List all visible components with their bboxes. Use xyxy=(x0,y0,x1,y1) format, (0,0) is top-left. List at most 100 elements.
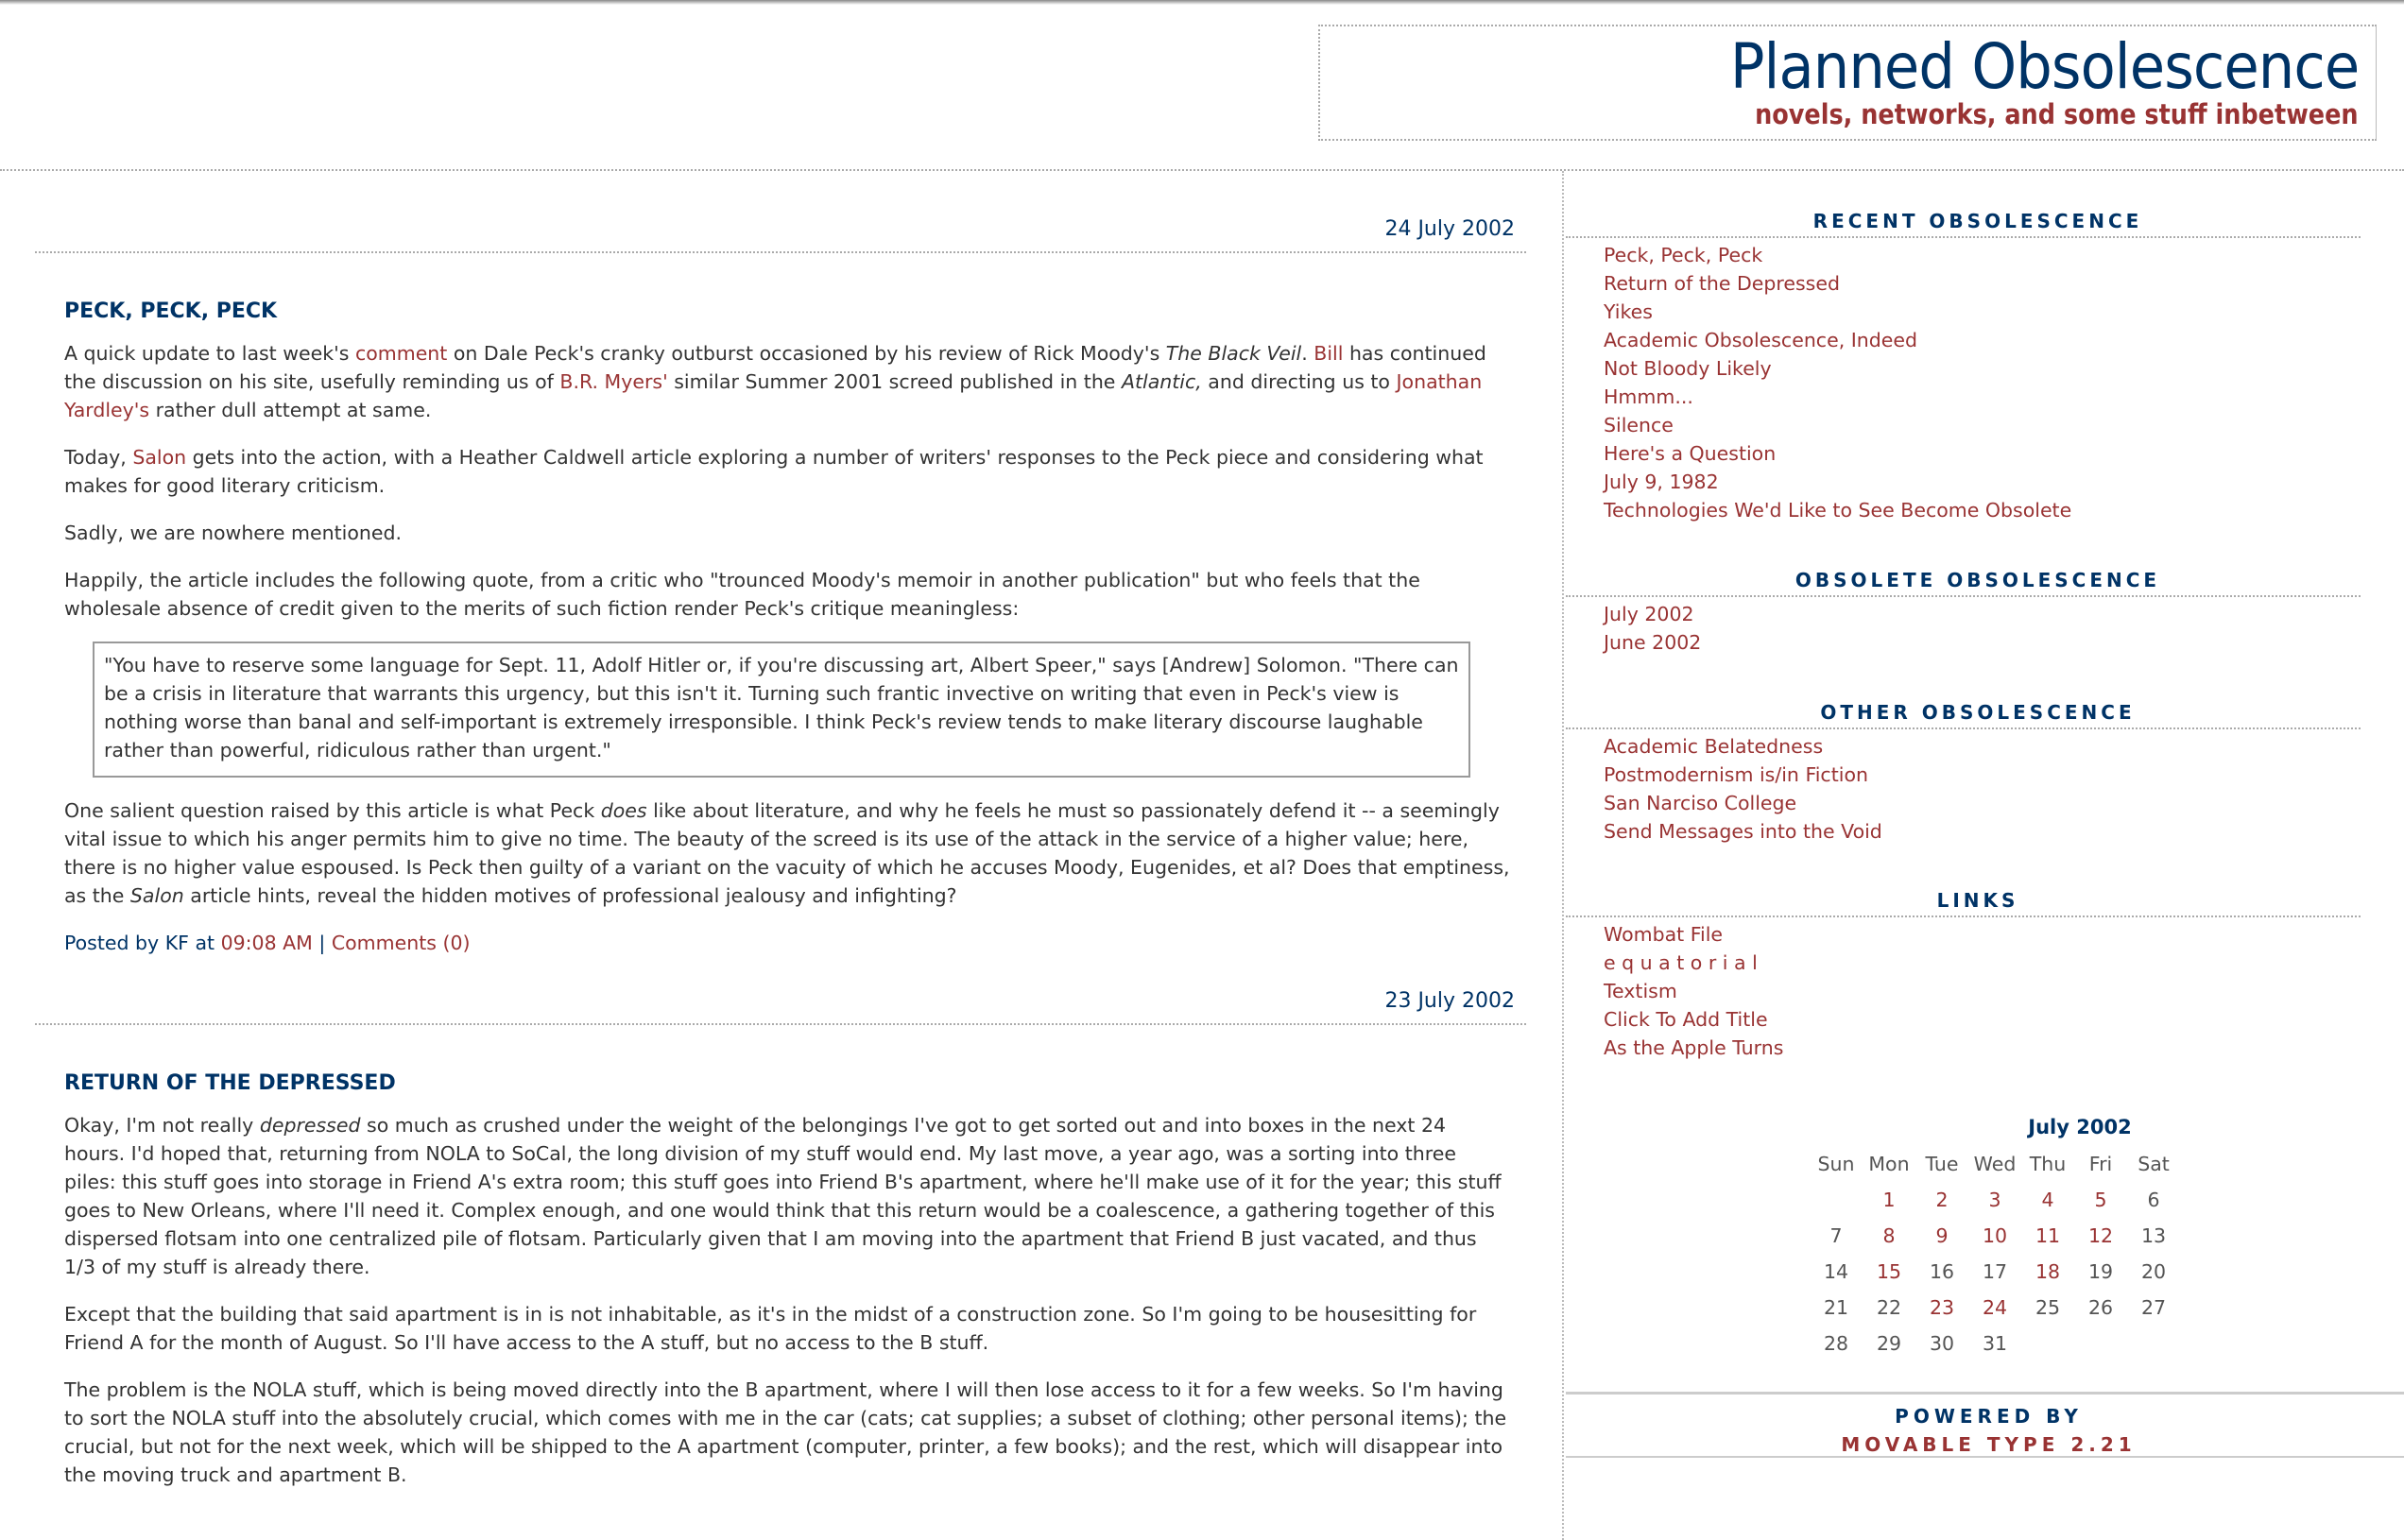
sidebar-links: Wombat File e q u a t o r i a l Textism Cli… xyxy=(1566,917,2390,1062)
sidebar-link[interactable]: Click To Add Title xyxy=(1604,1008,1768,1031)
inline-link[interactable]: Jonathan Yardley's xyxy=(64,370,1483,421)
sidebar-link[interactable]: Send Messages into the Void xyxy=(1604,820,1882,843)
calendar-day-link[interactable]: 23 xyxy=(1929,1296,1955,1319)
sidebar-link[interactable]: Silence xyxy=(1604,414,1674,436)
sidebar-link[interactable]: Academic Obsolescence, Indeed xyxy=(1604,329,1918,351)
sidebar-link[interactable]: Postmodernism is/in Fiction xyxy=(1604,763,1868,786)
main-column: 24 July 2002 PECK, PECK, PECK A quick upda… xyxy=(0,171,1564,1540)
calendar-week: 1 2 3 4 5 6 xyxy=(1810,1182,2180,1218)
inline-link[interactable]: Bill xyxy=(1314,342,1344,365)
paragraph-text: . xyxy=(1301,342,1314,365)
site-title[interactable]: Planned Obsolescence xyxy=(1729,30,2360,103)
sidebar-divider xyxy=(1566,236,2361,238)
calendar-day-link[interactable]: 18 xyxy=(2035,1260,2061,1283)
post-byline: Posted by KF at 09:08 AM | Comments (0) xyxy=(64,929,1524,957)
calendar-day-name: Tue xyxy=(1925,1153,1959,1175)
sidebar-divider xyxy=(1566,915,2361,917)
sidebar-link[interactable]: June 2002 xyxy=(1604,631,1702,654)
calendar-day-name: Wed xyxy=(1973,1153,2017,1175)
site-header: Planned Obsolescence novels, networks, a… xyxy=(1318,25,2377,141)
calendar-grid: Sun Mon Tue Wed Thu Fri Sat 1 2 3 4 5 6 7 8 9 10 11 12 13 14… xyxy=(1810,1146,2180,1361)
paragraph-text: rather dull attempt at same. xyxy=(149,399,432,421)
paragraph-text: so much as crushed under the weight of t… xyxy=(64,1114,1502,1278)
calendar-day-link[interactable]: 10 xyxy=(1982,1224,2008,1247)
calendar-day: 28 xyxy=(1823,1332,1849,1355)
sidebar-heading: RECENT OBSOLESCENCE xyxy=(1812,210,2143,232)
calendar-day xyxy=(1810,1182,1863,1218)
calendar-day-link[interactable]: 4 xyxy=(2041,1189,2054,1211)
emphasis-text: does xyxy=(600,799,647,822)
sidebar-link[interactable]: Academic Belatedness xyxy=(1604,735,1824,758)
sidebar-link[interactable]: San Narciso College xyxy=(1604,792,1797,814)
calendar-day-link[interactable]: 3 xyxy=(1988,1189,2001,1211)
calendar-day-link[interactable]: 5 xyxy=(2094,1189,2107,1211)
calendar-day-name: Thu xyxy=(2029,1153,2067,1175)
calendar-week: 28 29 30 31 xyxy=(1810,1326,2180,1361)
calendar-day: 19 xyxy=(2087,1260,2114,1283)
sidebar-links: Academic Belatedness Postmodernism is/in … xyxy=(1566,729,2390,846)
inline-link[interactable]: B.R. Myers' xyxy=(559,370,668,393)
powered-by-label: POWERED BY xyxy=(1895,1405,2083,1428)
calendar-day-link[interactable]: 12 xyxy=(2087,1224,2114,1247)
sidebar-links: July 2002 June 2002 xyxy=(1566,597,2390,657)
calendar-day-link[interactable]: 1 xyxy=(1882,1189,1896,1211)
sidebar-link[interactable]: e q u a t o r i a l xyxy=(1604,951,1758,974)
sidebar-link[interactable]: Textism xyxy=(1604,980,1677,1002)
calendar-day: 30 xyxy=(1929,1332,1955,1355)
paragraph-text: on Dale Peck's cranky outburst occasione… xyxy=(447,342,1166,365)
permalink-time[interactable]: 09:08 AM xyxy=(220,932,313,954)
calendar-day: 27 xyxy=(2140,1296,2167,1319)
comments-link[interactable]: Comments (0) xyxy=(331,932,471,954)
calendar-day: 31 xyxy=(1982,1332,2008,1355)
calendar-day: 16 xyxy=(1929,1260,1955,1283)
calendar-day: 13 xyxy=(2140,1224,2167,1247)
calendar-day-link[interactable]: 11 xyxy=(2035,1224,2061,1247)
calendar-day: 22 xyxy=(1876,1296,1902,1319)
sidebar-link[interactable]: July 9, 1982 xyxy=(1604,471,1719,493)
paragraph-text: and directing us to xyxy=(1201,370,1397,393)
sidebar-link[interactable]: Wombat File xyxy=(1604,923,1724,946)
paragraph-text: like about literature, and why he feels … xyxy=(64,799,1510,907)
calendar-day-link[interactable]: 15 xyxy=(1876,1260,1902,1283)
calendar-day-link[interactable]: 2 xyxy=(1935,1189,1949,1211)
paragraph: The problem is the NOLA stuff, which is … xyxy=(64,1376,1510,1489)
calendar-day-link[interactable]: 9 xyxy=(1935,1224,1949,1247)
sidebar-link[interactable]: July 2002 xyxy=(1604,603,1694,625)
sidebar-section: OTHER OBSOLESCENCE Academic Belatedness Po… xyxy=(1566,701,2390,846)
inline-link[interactable]: comment xyxy=(354,342,448,365)
blog-post: 23 July 2002 RETURN OF THE DEPRESSED Okay,… xyxy=(0,989,1562,1489)
calendar-day-link[interactable]: 8 xyxy=(1882,1224,1896,1247)
emphasis-text: The Black Veil xyxy=(1165,342,1302,365)
sidebar-link[interactable]: Return of the Depressed xyxy=(1604,272,1840,295)
sidebar-heading: LINKS xyxy=(1936,889,2019,912)
post-date: 23 July 2002 xyxy=(1384,989,1515,1013)
inline-link[interactable]: Salon xyxy=(132,446,187,469)
paragraph-text: Today, xyxy=(64,446,133,469)
paragraph-text: One salient question raised by this arti… xyxy=(64,799,601,822)
sidebar-link[interactable]: Technologies We'd Like to See Become Obs… xyxy=(1604,499,2072,522)
sidebar-link[interactable]: As the Apple Turns xyxy=(1604,1036,1784,1059)
post-title[interactable]: RETURN OF THE DEPRESSED xyxy=(64,1071,396,1095)
post-title[interactable]: PECK, PECK, PECK xyxy=(64,299,278,323)
sidebar-link[interactable]: Peck, Peck, Peck xyxy=(1604,244,1763,266)
sidebar-section: LINKS Wombat File e q u a t o r i a l Texti… xyxy=(1566,889,2390,1062)
calendar-day: 6 xyxy=(2147,1189,2160,1211)
emphasis-text: Salon xyxy=(129,884,184,907)
sidebar-link[interactable]: Here's a Question xyxy=(1604,442,1777,465)
calendar-day: 21 xyxy=(1823,1296,1849,1319)
calendar-day: 20 xyxy=(2140,1260,2167,1283)
sidebar-link[interactable]: Not Bloody Likely xyxy=(1604,357,1772,380)
calendar-week: 7 8 9 10 11 12 13 xyxy=(1810,1218,2180,1254)
window-top-shadow xyxy=(0,0,2404,5)
movable-type-link[interactable]: MOVABLE TYPE 2.21 xyxy=(1841,1433,2137,1456)
paragraph: Except that the building that said apart… xyxy=(64,1300,1510,1357)
calendar-day: 17 xyxy=(1982,1260,2008,1283)
sidebar-link[interactable]: Yikes xyxy=(1604,300,1653,323)
powered-by: POWERED BY MOVABLE TYPE 2.21 xyxy=(1566,1392,2404,1458)
sidebar-link[interactable]: Hmmm... xyxy=(1604,385,1693,408)
byline-separator: | xyxy=(312,932,332,954)
paragraph-text: Happily, the article includes the follow… xyxy=(64,569,1420,620)
calendar-day-name: Mon xyxy=(1868,1153,1910,1175)
calendar-day-link[interactable]: 24 xyxy=(1982,1296,2008,1319)
paragraph: Okay, I'm not really depressed so much a… xyxy=(64,1111,1510,1281)
